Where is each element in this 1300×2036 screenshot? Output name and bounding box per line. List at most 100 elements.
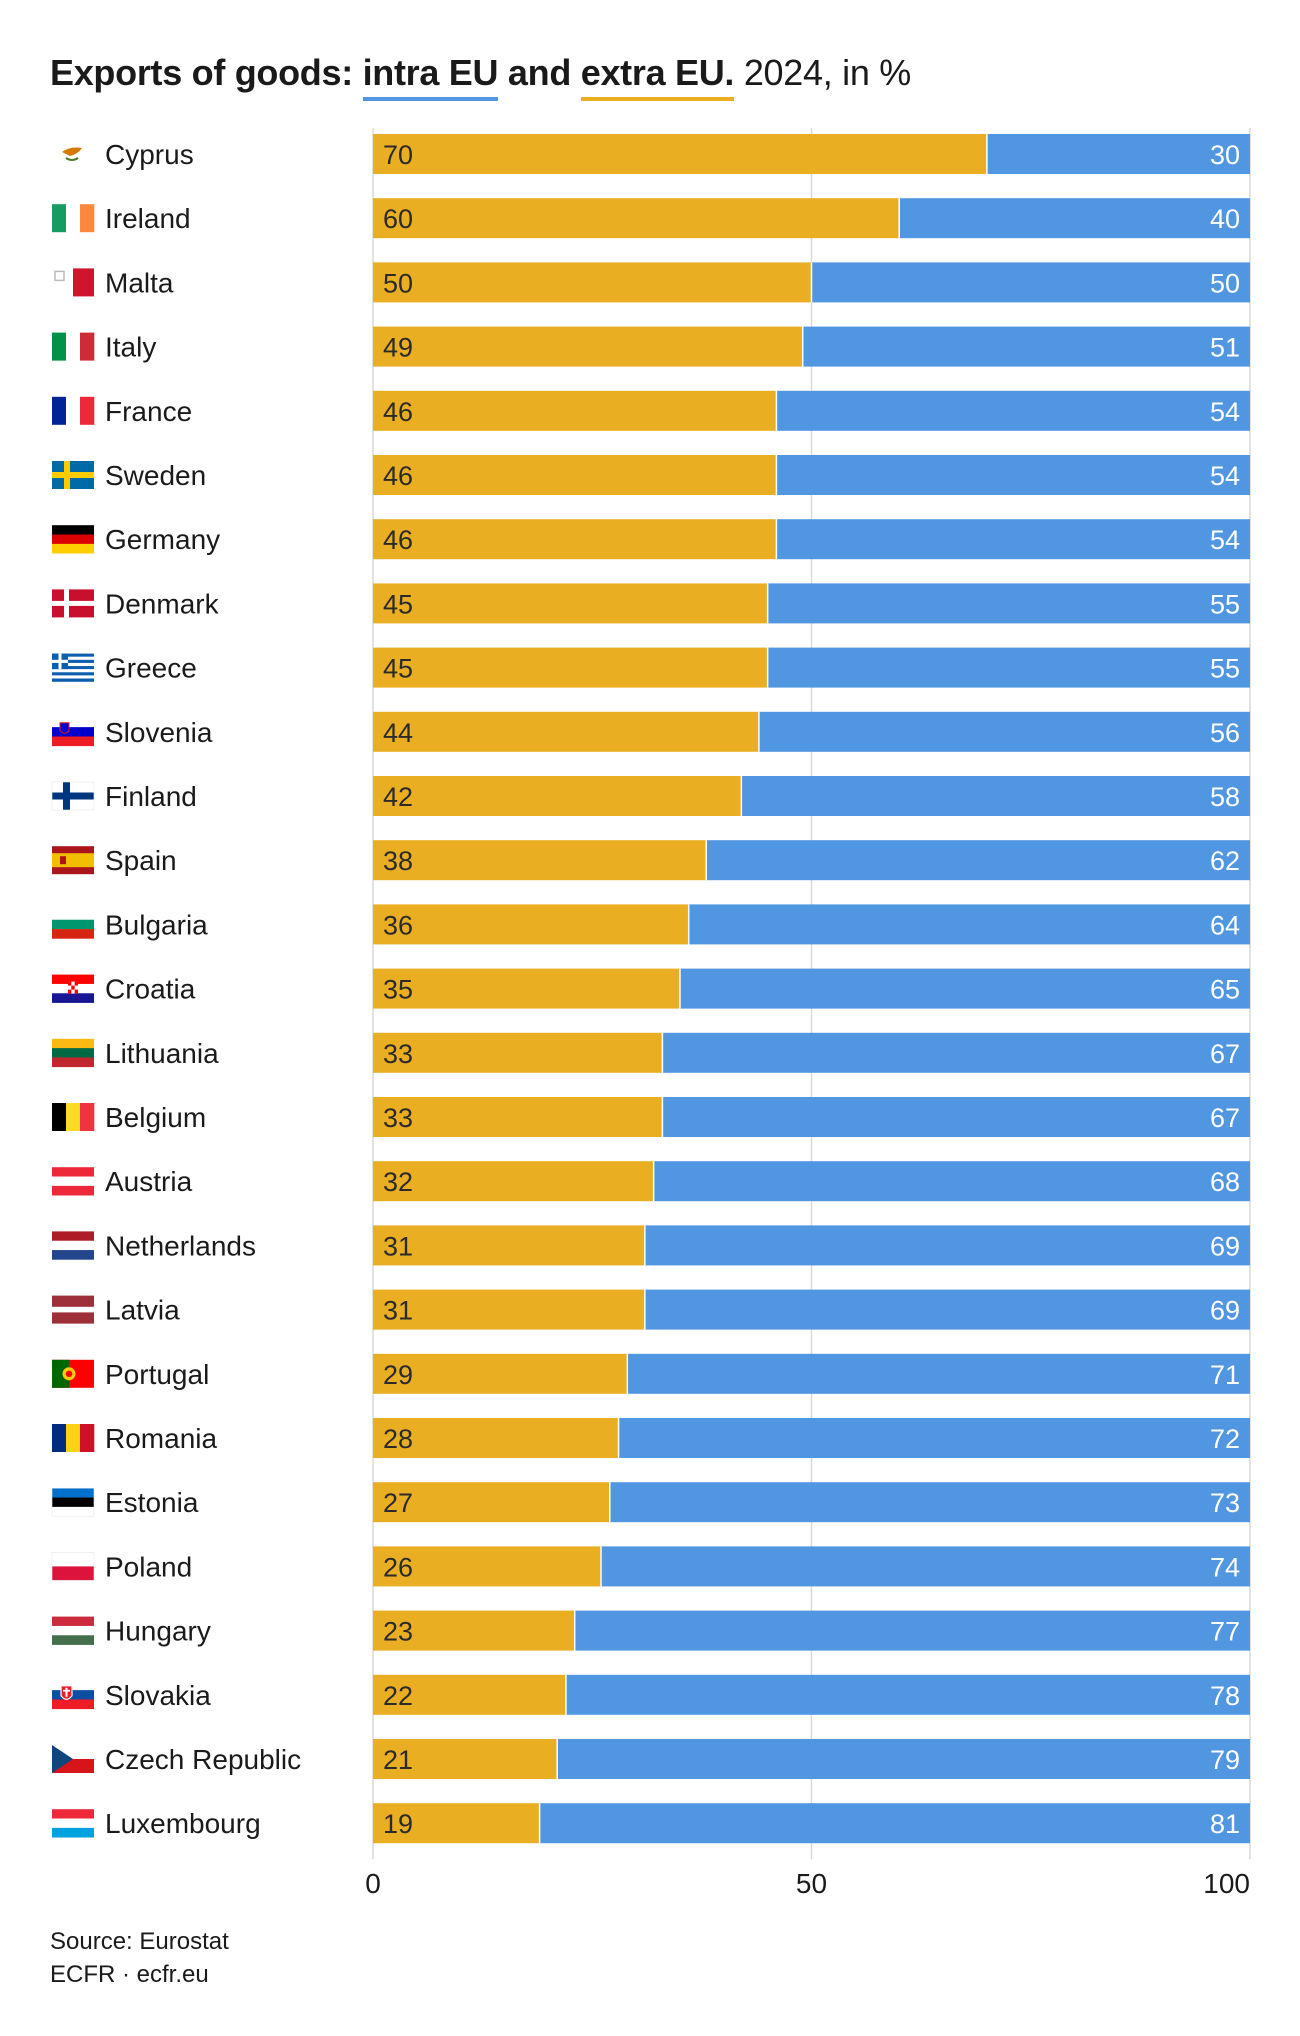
bar-row-denmark: Denmark 45 55 — [105, 583, 1250, 624]
bar-row-luxembourg: Luxembourg 19 81 — [105, 1803, 1250, 1844]
data-label-intra-eu: 51 — [1210, 333, 1240, 363]
slovakia-flag-icon — [52, 1680, 94, 1710]
bar-intra-eu — [706, 840, 1250, 881]
data-label-extra-eu: 49 — [383, 333, 413, 363]
bar-row-malta: Malta 50 50 — [105, 262, 1250, 303]
x-tick-label: 50 — [796, 1868, 827, 1899]
bar-row-croatia: Croatia 35 65 — [105, 968, 1250, 1009]
belgium-flag-icon — [52, 1103, 95, 1131]
credit-note: ECFR · ecfr.eu — [50, 1961, 209, 1988]
bar-extra-eu — [373, 968, 680, 1009]
bar-intra-eu — [565, 1674, 1250, 1715]
data-label-extra-eu: 23 — [383, 1617, 413, 1647]
category-label: Cyprus — [105, 139, 194, 170]
category-label: Bulgaria — [105, 909, 208, 940]
bar-row-bulgaria: Bulgaria 36 64 — [105, 904, 1250, 945]
bar-row-latvia: Latvia 31 69 — [105, 1289, 1250, 1330]
data-label-extra-eu: 22 — [383, 1681, 413, 1711]
data-label-intra-eu: 62 — [1210, 846, 1240, 876]
data-label-extra-eu: 45 — [383, 589, 413, 619]
data-label-intra-eu: 72 — [1210, 1424, 1240, 1454]
italy-flag-icon — [52, 332, 95, 361]
title-extra-eu-legend: extra EU. — [580, 52, 734, 102]
bar-intra-eu — [758, 711, 1250, 752]
data-label-intra-eu: 81 — [1210, 1809, 1240, 1839]
bar-intra-eu — [644, 1225, 1250, 1266]
data-label-extra-eu: 35 — [383, 975, 413, 1005]
data-label-extra-eu: 50 — [383, 268, 413, 298]
data-label-intra-eu: 55 — [1210, 654, 1240, 684]
category-label: Poland — [105, 1551, 192, 1582]
category-label: Spain — [105, 845, 177, 876]
spain-flag-icon — [52, 846, 94, 875]
bar-intra-eu — [653, 1161, 1250, 1202]
germany-flag-icon — [52, 525, 94, 554]
bar-extra-eu — [373, 326, 803, 367]
category-label: Netherlands — [105, 1230, 256, 1261]
bar-extra-eu — [373, 198, 900, 239]
bar-row-netherlands: Netherlands 31 69 — [105, 1225, 1250, 1266]
bar-extra-eu — [373, 1418, 619, 1458]
malta-flag-icon — [52, 268, 94, 297]
bar-extra-eu — [373, 1803, 540, 1844]
data-label-extra-eu: 60 — [383, 204, 413, 234]
finland-flag-icon — [51, 781, 95, 811]
data-label-extra-eu: 26 — [383, 1552, 413, 1582]
bar-intra-eu — [609, 1482, 1250, 1523]
data-label-extra-eu: 31 — [383, 1231, 413, 1261]
bar-intra-eu — [767, 647, 1250, 688]
title-intra-eu-legend: intra EU — [362, 52, 499, 102]
ireland-flag-icon — [52, 204, 95, 233]
portugal-flag-icon — [52, 1359, 94, 1388]
bar-extra-eu — [373, 583, 768, 624]
category-label: Slovakia — [105, 1680, 211, 1711]
bar-intra-eu — [627, 1353, 1250, 1394]
bar-extra-eu — [373, 1739, 558, 1779]
data-label-intra-eu: 71 — [1210, 1360, 1240, 1390]
title-subtitle: 2024, in % — [743, 52, 911, 93]
bar-row-estonia: Estonia 27 73 — [105, 1482, 1250, 1523]
data-label-intra-eu: 54 — [1210, 461, 1240, 491]
bar-extra-eu — [373, 647, 768, 688]
data-label-intra-eu: 67 — [1210, 1039, 1240, 1069]
bar-row-greece: Greece 45 55 — [105, 647, 1250, 688]
category-label: Croatia — [105, 974, 196, 1005]
data-label-intra-eu: 55 — [1210, 589, 1240, 619]
bar-extra-eu — [373, 1674, 566, 1715]
category-label: Belgium — [105, 1102, 206, 1133]
data-label-intra-eu: 50 — [1210, 268, 1240, 298]
data-label-extra-eu: 46 — [383, 461, 413, 491]
category-label: Denmark — [105, 588, 220, 619]
bar-intra-eu — [688, 904, 1250, 945]
data-label-intra-eu: 74 — [1210, 1552, 1240, 1582]
bar-intra-eu — [776, 390, 1250, 431]
greece-flag-icon — [52, 653, 94, 682]
bar-extra-eu — [373, 262, 812, 303]
stacked-bar-chart: Cyprus 70 30 Ireland 60 40 Malta 50 50 Italy 49 51 F… — [51, 128, 1251, 1899]
bar-extra-eu — [373, 134, 987, 174]
bar-extra-eu — [373, 1225, 645, 1266]
bar-extra-eu — [373, 1161, 654, 1202]
data-label-extra-eu: 44 — [383, 718, 413, 748]
bar-row-austria: Austria 32 68 — [105, 1161, 1250, 1202]
data-label-intra-eu: 64 — [1210, 910, 1240, 940]
bar-extra-eu — [373, 711, 759, 752]
category-label: Germany — [105, 524, 220, 555]
category-label: Latvia — [105, 1295, 180, 1326]
category-label: Italy — [105, 332, 156, 363]
category-label: Czech Republic — [105, 1744, 301, 1775]
data-label-extra-eu: 38 — [383, 846, 413, 876]
latvia-flag-icon — [52, 1295, 94, 1324]
title-and: and — [507, 52, 572, 93]
bulgaria-flag-icon — [52, 910, 94, 939]
data-label-intra-eu: 56 — [1210, 718, 1240, 748]
bar-row-germany: Germany 46 54 — [105, 519, 1250, 560]
data-label-intra-eu: 77 — [1210, 1617, 1240, 1647]
data-label-intra-eu: 65 — [1210, 975, 1240, 1005]
poland-flag-icon — [51, 1552, 95, 1581]
bar-row-lithuania: Lithuania 33 67 — [105, 1032, 1250, 1073]
category-label: Finland — [105, 781, 197, 812]
x-tick-label: 100 — [1203, 1868, 1250, 1899]
data-label-intra-eu: 67 — [1210, 1103, 1240, 1133]
data-label-extra-eu: 21 — [383, 1745, 413, 1775]
